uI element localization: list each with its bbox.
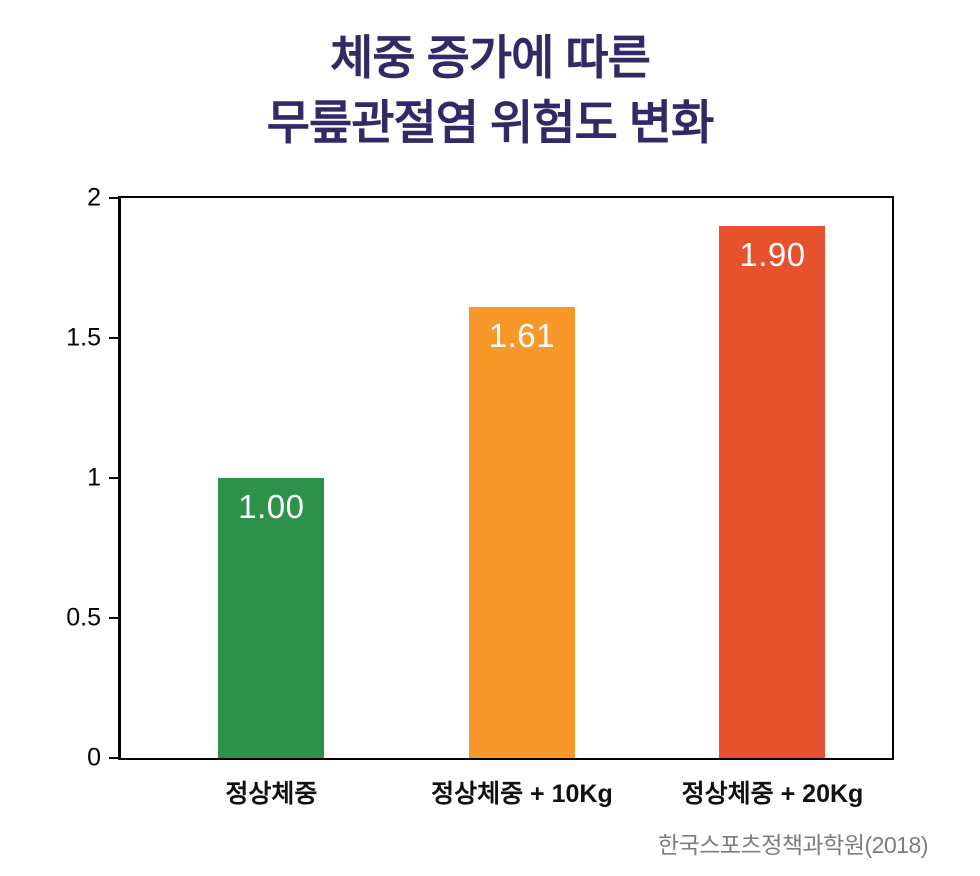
plot-area: 0 0.5 1 1.5 2 1.00 정상체중 1.61 정상체중 + 10Kg 1.90 정상체중… [66, 184, 894, 808]
x-axis-category-label: 정상체중 [225, 780, 318, 808]
page-title-line2: 무릎관절염 위험도 변화 [266, 95, 715, 149]
bar: 1.00 [218, 478, 325, 758]
y-axis-tick [109, 617, 120, 619]
bar: 1.61 [468, 307, 575, 758]
page-title: 체중 증가에 따른 무릎관절염 위험도 변화 [0, 26, 980, 156]
y-axis-tick [109, 477, 120, 479]
y-axis-tick [109, 337, 120, 339]
x-axis-category-label: 정상체중 + 20Kg [681, 780, 864, 808]
y-axis-tick-label: 1.5 [66, 323, 101, 352]
y-axis-tick-label: 1 [87, 463, 101, 492]
y-axis-tick-label: 0 [87, 743, 101, 772]
bar-value-label: 1.00 [238, 488, 305, 525]
bar-value-label: 1.90 [739, 236, 806, 273]
x-axis-category-label: 정상체중 + 10Kg [431, 780, 613, 808]
y-axis-tick-label: 0.5 [66, 603, 101, 632]
y-axis-tick-label: 2 [87, 183, 101, 212]
y-axis-tick [109, 197, 120, 199]
bar-value-label: 1.61 [488, 317, 556, 355]
y-axis-tick [109, 757, 120, 759]
page-title-line1: 체중 증가에 따른 [330, 31, 651, 84]
source-credit: 한국스포츠정책과학원(2018) [657, 832, 929, 858]
bar: 1.90 [719, 226, 826, 758]
